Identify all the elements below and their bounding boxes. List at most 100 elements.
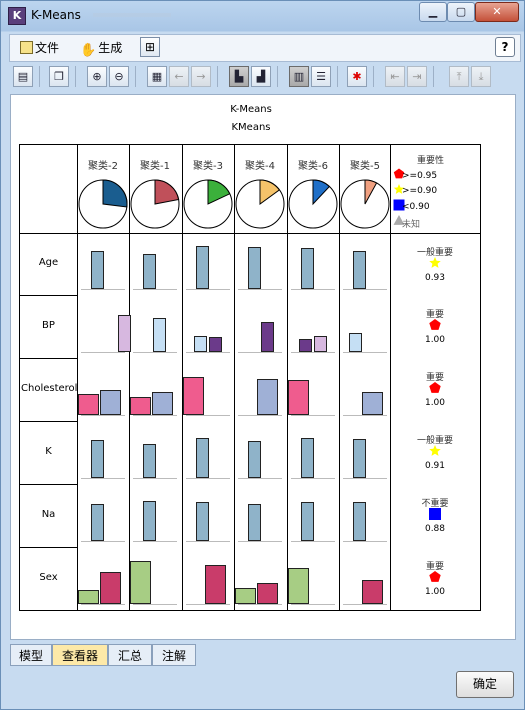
bar-axis <box>291 352 335 353</box>
maximize-button[interactable]: ▢ <box>447 2 475 22</box>
tab-viewer[interactable]: 查看器 <box>52 644 108 666</box>
cluster-size-pie <box>235 179 285 229</box>
cluster-grid: 重要性 >=0.95 >=0.90 <0.90 未知 聚类-2 聚类-1 聚类-3 聚… <box>19 144 481 611</box>
bar <box>248 441 261 478</box>
bar <box>301 437 314 478</box>
legend-item: >=0.90 <box>402 186 438 196</box>
move-down-icon[interactable]: ⤓ <box>471 66 491 87</box>
tab-model[interactable]: 模型 <box>10 644 52 666</box>
table-icon[interactable]: ▦ <box>147 66 167 87</box>
cluster-label-6: 聚类-5 <box>350 161 380 172</box>
bar-axis <box>81 415 125 416</box>
close-button[interactable]: ✕ <box>475 2 519 22</box>
cluster-size-pie <box>183 179 233 229</box>
tab-summary[interactable]: 汇总 <box>108 644 152 666</box>
minimize-button[interactable]: ▁ <box>419 2 447 22</box>
cluster-size-pie <box>340 179 390 229</box>
pie-slice <box>207 179 231 205</box>
bar-axis <box>291 541 335 542</box>
toolbar-separator <box>373 66 374 87</box>
importance-icon <box>429 571 441 582</box>
legend-title: 重要性 <box>417 156 445 166</box>
bar <box>152 391 173 415</box>
zoom-in-icon[interactable]: ⊕ <box>87 66 107 87</box>
viewer-title: K-Means <box>230 104 272 115</box>
viewer-subtitle: KMeans <box>231 122 271 133</box>
legend-icon <box>393 184 405 194</box>
toolbar-separator <box>39 66 40 87</box>
bar <box>288 568 309 604</box>
copy-icon[interactable]: ❐ <box>49 66 69 87</box>
importance-value: 0.91 <box>424 461 446 471</box>
importance-value: 1.00 <box>424 335 446 345</box>
forward-icon[interactable]: → <box>191 66 211 87</box>
bar <box>143 443 156 478</box>
bar-axis <box>238 415 282 416</box>
grid-line-h <box>20 233 480 234</box>
importance-label: 重要 <box>425 562 444 572</box>
window-title: K-Means <box>31 8 81 22</box>
menu-generate[interactable]: ✋ 生成 <box>80 39 122 57</box>
title-blur <box>93 13 171 17</box>
bar <box>353 501 366 541</box>
grid-line-h <box>20 358 77 359</box>
columns-icon[interactable]: ▥ <box>289 66 309 87</box>
importance-icon[interactable]: ✱ <box>347 66 367 87</box>
move-right-icon[interactable]: ⇥ <box>407 66 427 87</box>
cluster-label-3: 聚类-3 <box>193 161 223 172</box>
bar <box>118 314 131 352</box>
menu-file[interactable]: 文件 <box>20 39 59 57</box>
importance-icon <box>429 508 441 520</box>
bar-chart-icon[interactable]: ▙ <box>229 66 249 87</box>
importance-value: 1.00 <box>424 587 446 597</box>
bar <box>91 439 104 478</box>
bar <box>288 379 309 415</box>
app-icon: K <box>8 7 26 25</box>
bar <box>257 582 278 604</box>
move-up-icon[interactable]: ⤒ <box>449 66 469 87</box>
importance-label: 不重要 <box>421 499 449 509</box>
bar-axis <box>133 541 177 542</box>
ok-button[interactable]: 确定 <box>456 671 514 698</box>
help-icon[interactable]: ? <box>495 37 515 57</box>
bar-axis <box>81 289 125 290</box>
square-blue-icon <box>393 199 405 211</box>
bar <box>100 571 121 604</box>
bar-axis <box>81 541 125 542</box>
generate-node-button[interactable]: ⊞ <box>140 37 160 57</box>
bar-axis <box>186 415 230 416</box>
bar <box>248 247 261 289</box>
grid-line-h <box>20 484 77 485</box>
toolbar: ▤ ❐ ⊕ ⊖ ▦ ← → ▙ ▟ ▥ ☰ ✱ ⇤ ⇥ ⤒ ⤓ <box>9 63 519 91</box>
bar-axis <box>291 415 335 416</box>
list-icon[interactable]: ☰ <box>311 66 331 87</box>
bar-axis <box>81 604 125 605</box>
bar-axis <box>133 289 177 290</box>
legend-item: <0.90 <box>402 202 430 212</box>
viewer-panel: K-Means KMeans 重要性 >=0.95 >=0.90 <0.90 未… <box>10 94 516 640</box>
move-left-icon[interactable]: ⇤ <box>385 66 405 87</box>
bar <box>143 254 156 289</box>
importance-label: 一般重要 <box>416 436 453 446</box>
bar <box>196 437 209 478</box>
importance-label: 一般重要 <box>416 248 453 258</box>
grid-line-v <box>182 145 183 610</box>
legend-icon <box>393 215 405 225</box>
zoom-out-icon[interactable]: ⊖ <box>109 66 129 87</box>
bar-axis <box>343 352 387 353</box>
cluster-size-pie <box>130 179 180 229</box>
star-yellow-icon <box>429 257 441 268</box>
bar-axis <box>343 604 387 605</box>
bar-axis <box>81 478 125 479</box>
tab-annotation[interactable]: 注解 <box>152 644 196 666</box>
print-icon[interactable]: ▤ <box>13 66 33 87</box>
bar <box>235 588 256 604</box>
bar <box>205 565 226 604</box>
field-label-sex: Sex <box>39 571 58 583</box>
cluster-size-pie <box>78 179 128 229</box>
cluster-size-pie <box>288 179 338 229</box>
stacked-bar-icon[interactable]: ▟ <box>251 66 271 87</box>
toolbar-separator <box>75 66 76 87</box>
back-icon[interactable]: ← <box>169 66 189 87</box>
